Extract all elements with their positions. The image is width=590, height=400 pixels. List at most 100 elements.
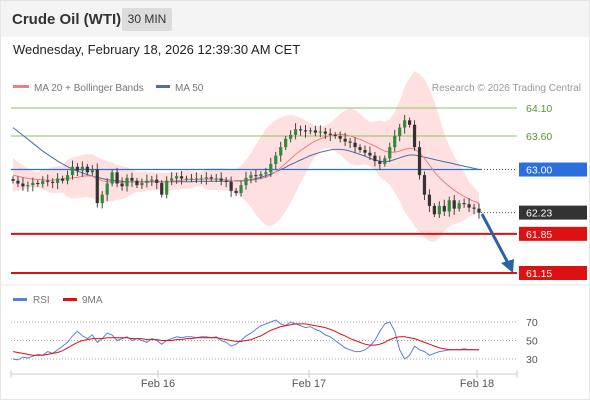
rsi-ma9-line bbox=[12, 323, 479, 356]
candle bbox=[338, 131, 342, 143]
candle bbox=[229, 176, 233, 197]
candle bbox=[289, 130, 293, 143]
candle bbox=[308, 127, 313, 135]
candle bbox=[333, 132, 337, 139]
candle bbox=[41, 176, 45, 188]
candle bbox=[125, 174, 129, 192]
candle bbox=[56, 173, 60, 190]
candle bbox=[209, 174, 213, 182]
support-label: 61.85 bbox=[526, 229, 552, 241]
candle bbox=[224, 177, 228, 188]
candle bbox=[70, 160, 75, 180]
candle bbox=[160, 180, 164, 198]
candle bbox=[105, 178, 109, 201]
candle bbox=[214, 174, 218, 183]
projection-arrow bbox=[480, 213, 510, 264]
candle bbox=[234, 187, 238, 196]
rsi-tick-label: 30 bbox=[526, 354, 538, 366]
candle bbox=[46, 174, 50, 187]
candle bbox=[353, 137, 357, 154]
candle bbox=[298, 125, 303, 136]
candle bbox=[467, 198, 471, 213]
candle bbox=[447, 196, 451, 217]
candle bbox=[368, 146, 372, 161]
candlesticks bbox=[11, 114, 481, 219]
candle bbox=[269, 157, 273, 177]
candle bbox=[130, 172, 134, 187]
support-label: 61.15 bbox=[526, 268, 552, 280]
candle bbox=[60, 175, 65, 184]
candle bbox=[150, 175, 154, 187]
candle bbox=[115, 167, 119, 188]
bollinger-band bbox=[13, 71, 479, 242]
ma50-legend-label: MA 50 bbox=[175, 83, 204, 94]
candle bbox=[155, 174, 159, 190]
candle bbox=[194, 172, 199, 183]
candle bbox=[279, 141, 283, 162]
research-credit: Research © 2026 Trading Central bbox=[432, 83, 581, 94]
candle bbox=[328, 128, 332, 141]
candle bbox=[244, 171, 248, 190]
candle bbox=[11, 176, 15, 184]
candle bbox=[184, 175, 189, 182]
candle bbox=[303, 125, 308, 138]
candle bbox=[249, 171, 253, 184]
candle bbox=[293, 123, 298, 140]
candle bbox=[363, 145, 367, 157]
rsi-tick-label: 70 bbox=[526, 317, 538, 329]
candle bbox=[21, 177, 25, 191]
rsi-line bbox=[12, 319, 479, 361]
x-tick-label: Feb 17 bbox=[292, 378, 326, 390]
candle bbox=[140, 178, 144, 189]
candle bbox=[462, 198, 466, 208]
candle bbox=[373, 151, 377, 167]
candle bbox=[417, 141, 422, 180]
x-tick-label: Feb 16 bbox=[141, 378, 175, 390]
pivot-badge bbox=[519, 162, 587, 177]
candle bbox=[259, 171, 263, 180]
pivot-label: 63.00 bbox=[526, 165, 552, 177]
candle bbox=[75, 163, 80, 176]
bollinger-band-area bbox=[13, 71, 479, 242]
candle bbox=[65, 170, 70, 185]
candle bbox=[100, 191, 104, 209]
header-bar: Crude Oil (WTI) 30 MIN bbox=[1, 1, 589, 37]
candle bbox=[145, 174, 149, 188]
candle bbox=[189, 174, 194, 183]
candle bbox=[393, 129, 397, 152]
arrow-head-icon bbox=[501, 259, 514, 273]
rsi-legend-label: RSI bbox=[33, 295, 50, 306]
x-tick-label: Feb 18 bbox=[460, 378, 494, 390]
candle bbox=[51, 178, 55, 189]
timeframe-button[interactable]: 30 MIN bbox=[122, 8, 172, 31]
candle bbox=[135, 177, 139, 188]
ma50-legend-swatch bbox=[156, 85, 170, 88]
candle bbox=[90, 165, 94, 176]
candle bbox=[452, 194, 456, 215]
support-badge bbox=[519, 266, 587, 280]
last-price-badge bbox=[519, 205, 587, 220]
rsi-legend-swatch bbox=[13, 298, 27, 301]
ma20-legend-swatch bbox=[13, 85, 29, 88]
candle bbox=[120, 177, 124, 191]
candle bbox=[199, 174, 203, 184]
candle bbox=[348, 137, 352, 148]
ma20-legend-label: MA 20 + Bollinger Bands bbox=[34, 83, 144, 94]
support-badge bbox=[519, 226, 587, 241]
candle bbox=[383, 155, 387, 167]
candle bbox=[477, 203, 481, 219]
candle bbox=[264, 167, 268, 178]
candle bbox=[174, 172, 179, 184]
candle bbox=[472, 203, 476, 214]
candle bbox=[179, 170, 184, 185]
candle bbox=[432, 203, 436, 218]
level-labels: 64.10 63.60 63.00 62.23 61.85 61.15 bbox=[519, 103, 587, 280]
candle bbox=[437, 201, 441, 218]
instrument-title: Crude Oil (WTI) bbox=[12, 11, 122, 28]
candle bbox=[412, 120, 417, 151]
candle bbox=[274, 151, 278, 170]
price-levels bbox=[11, 107, 517, 274]
candle bbox=[388, 142, 392, 162]
